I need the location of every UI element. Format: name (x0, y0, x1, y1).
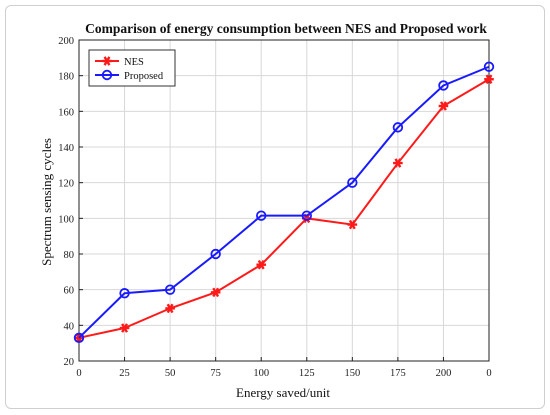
y-tick-label: 100 (58, 214, 74, 225)
legend-label-proposed: Proposed (124, 71, 164, 82)
proposed-point (119, 288, 130, 299)
x-tick-label: 25 (119, 368, 130, 379)
y-tick-label: 200 (58, 36, 74, 47)
x-tick-label: 200 (436, 368, 452, 379)
y-tick-label: 120 (58, 179, 74, 190)
y-tick-label: 60 (64, 286, 75, 297)
x-tick-label: 150 (344, 368, 360, 379)
proposed-point (164, 284, 176, 295)
legend-marker-proposed (101, 69, 113, 81)
legend-marker-nes (102, 56, 112, 66)
x-tick-label: 0 (76, 368, 81, 379)
nes-point (347, 219, 358, 230)
legend-label-nes: NES (124, 57, 144, 68)
proposed-point (347, 177, 358, 188)
y-tick-label: 40 (64, 321, 75, 332)
proposed-line (78, 65, 490, 339)
x-tick-label: 50 (165, 368, 176, 379)
nes-line (78, 78, 490, 339)
proposed-point (438, 80, 449, 91)
legend-box (88, 49, 176, 87)
proposed-point (73, 332, 85, 344)
y-axis-label: Spectrum sensing cycles (39, 138, 54, 266)
proposed-point (483, 61, 495, 72)
nes-point (438, 101, 449, 111)
nes-point (393, 158, 403, 168)
x-tick-label: 175 (390, 368, 406, 379)
y-tick-label: 140 (58, 143, 74, 154)
proposed-point (392, 122, 404, 133)
plot-area (78, 39, 490, 362)
x-axis-label: Energy saved/unit (236, 385, 330, 400)
nes-point (165, 303, 175, 314)
nes-point (119, 323, 130, 333)
nes-point (256, 259, 267, 270)
nes-point (210, 287, 221, 298)
y-tick-label: 20 (64, 357, 75, 368)
proposed-point (210, 248, 221, 260)
series-lines (73, 61, 495, 344)
nes-point (484, 74, 494, 84)
grid (79, 40, 489, 361)
y-tick-label: 80 (64, 250, 75, 261)
chart-title: Comparison of energy consumption between… (85, 21, 487, 36)
x-tick-label: 0 (486, 368, 491, 379)
proposed-point (256, 210, 267, 221)
proposed-point (301, 210, 312, 221)
x-tick-label: 75 (210, 368, 221, 379)
x-tick-label: 125 (299, 368, 315, 379)
y-tick-label: 160 (58, 107, 74, 118)
x-tick-label: 100 (253, 368, 269, 379)
axis-ticks: 0 25 50 75 100 125 150 175 200 020406080100120140… (58, 36, 491, 379)
legend: NES Proposed (88, 49, 176, 87)
y-tick-label: 180 (58, 72, 74, 83)
